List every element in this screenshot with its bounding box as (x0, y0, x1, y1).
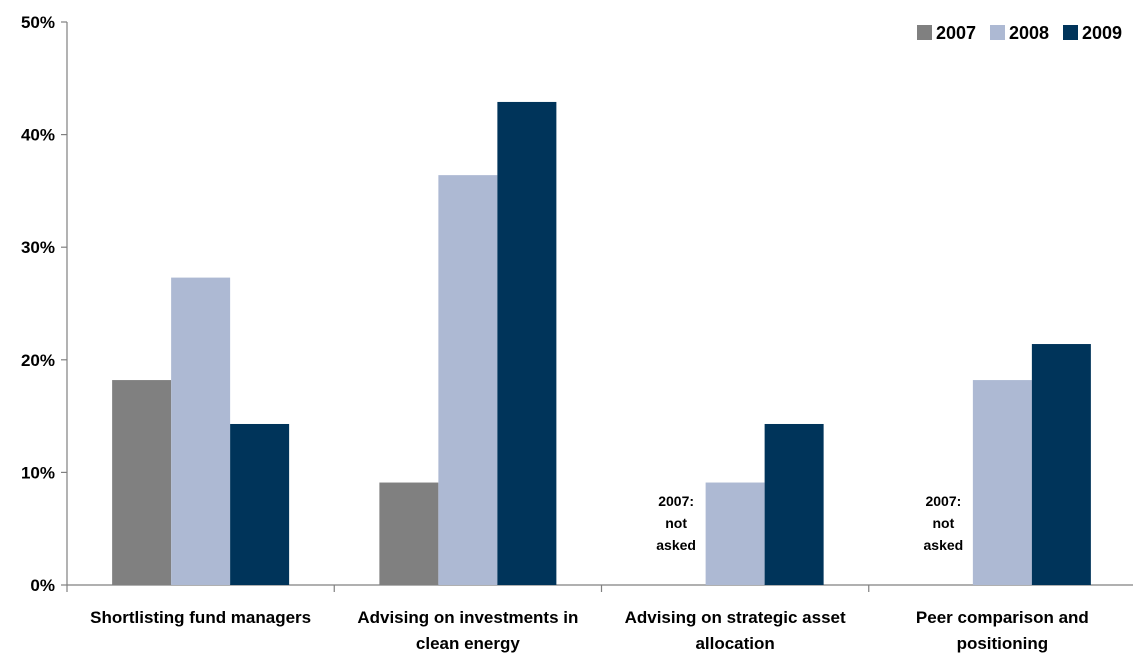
bar-2007 (379, 482, 439, 585)
legend-swatch (917, 25, 932, 40)
legend-swatch (1063, 25, 1078, 40)
y-tick-label: 0% (30, 576, 55, 595)
axes: 0% 10% 20% 30% 40% 50% Shortlisting fund manag… (21, 13, 1133, 653)
category-label: Advising on investments in (357, 608, 578, 627)
y-tick-label: 20% (21, 351, 55, 370)
category-label: positioning (957, 634, 1049, 653)
y-tick-label: 10% (21, 463, 55, 482)
annotation-text: 2007: (925, 493, 961, 509)
bar-2008 (438, 175, 498, 586)
legend-label: 2009 (1082, 23, 1122, 43)
y-tick-label: 50% (21, 13, 55, 32)
category-label: clean energy (416, 634, 520, 653)
legend-swatch (990, 25, 1005, 40)
annotations: 2007: not asked 2007: not asked (656, 493, 963, 553)
category-label: Peer comparison and (916, 608, 1089, 627)
legend: 2007 2008 2009 (917, 23, 1122, 43)
annotation-text: 2007: (658, 493, 694, 509)
bar-2009 (497, 101, 557, 586)
category-label: Shortlisting fund managers (90, 608, 311, 627)
y-tick-label: 40% (21, 126, 55, 145)
bar-2007 (112, 380, 172, 585)
legend-label: 2007 (936, 23, 976, 43)
category-label: allocation (695, 634, 774, 653)
bar-2008 (705, 482, 765, 585)
bar-2008 (972, 380, 1032, 585)
bar-2009 (230, 423, 290, 585)
category-label: Advising on strategic asset (625, 608, 846, 627)
bars (112, 101, 1091, 586)
bar-2008 (171, 277, 231, 585)
y-tick-label: 30% (21, 238, 55, 257)
bar-2009 (1031, 344, 1091, 585)
legend-label: 2008 (1009, 23, 1049, 43)
annotation-text: not (665, 515, 687, 531)
annotation-text: not (932, 515, 954, 531)
annotation-text: asked (924, 537, 964, 553)
bar-2009 (764, 423, 824, 585)
annotation-text: asked (656, 537, 696, 553)
